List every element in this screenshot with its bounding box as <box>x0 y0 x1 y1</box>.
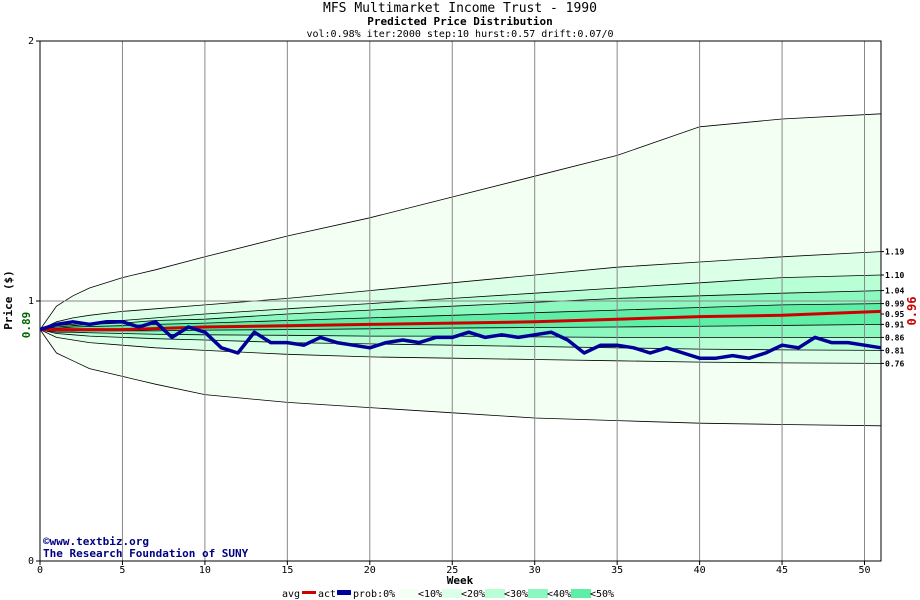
legend: avg act prob:0% <10% <20% <30% <40% <50% <box>282 589 614 600</box>
legend-act-label: act <box>318 589 336 600</box>
right-quantile-label: 0.91 <box>885 320 904 329</box>
legend-item-label: <20% <box>461 589 485 600</box>
series-avg-line <box>40 309 882 332</box>
legend-avg-label: avg <box>282 589 300 600</box>
legend-prob-label: prob:0% <box>353 589 395 600</box>
legend-item-label: <40% <box>547 589 571 600</box>
right-quantile-label: 0.86 <box>885 333 904 342</box>
right-quantile-label: 0.81 <box>885 346 904 355</box>
legend-item-label: <30% <box>504 589 528 600</box>
x-tick-label: 40 <box>694 565 706 576</box>
legend-swatch <box>399 589 419 598</box>
right-quantile-label: 0.99 <box>885 300 904 309</box>
y-tick-label: 2 <box>28 36 34 47</box>
legend-swatch <box>571 589 591 598</box>
x-tick-label: 25 <box>446 565 458 576</box>
right-quantile-label: 0.76 <box>885 359 904 368</box>
right-quantile-label: 0.95 <box>885 310 904 319</box>
y-tick-label: 1 <box>28 296 34 307</box>
chart-subtitle: Predicted Price Distribution <box>367 15 552 28</box>
x-tick-label: 45 <box>776 565 788 576</box>
legend-swatch <box>442 589 462 598</box>
legend-avg-swatch <box>302 591 316 594</box>
x-tick-label: 15 <box>281 565 293 576</box>
x-tick-label: 35 <box>611 565 623 576</box>
series-act-line <box>39 320 882 360</box>
y-axis-label: Price ($) <box>2 270 15 330</box>
x-tick-label: 0 <box>37 565 43 576</box>
watermark-line-1: ©www.textbiz.org <box>43 535 149 548</box>
right-quantile-label: 1.19 <box>885 248 904 257</box>
chart-title: MFS Multimarket Income Trust - 1990 <box>323 1 597 16</box>
watermark-line-2: The Research Foundation of SUNY <box>43 547 249 560</box>
x-tick-label: 10 <box>199 565 211 576</box>
x-tick-label: 30 <box>529 565 541 576</box>
end-avg-label: 0.96 <box>905 297 919 326</box>
x-tick-label: 20 <box>364 565 376 576</box>
x-axis-label: Week <box>447 574 474 587</box>
right-quantile-label: 1.10 <box>885 271 904 280</box>
x-tick-label: 5 <box>119 565 125 576</box>
legend-swatch <box>528 589 548 598</box>
y-tick-label: 0 <box>28 556 34 567</box>
legend-item-label: <50% <box>590 589 614 600</box>
right-quantile-label: 1.04 <box>885 287 904 296</box>
plot-area: 0 5 10 15 20 25 30 35 40 45 500121.191.101.040.990… <box>28 36 904 576</box>
legend-act-swatch <box>337 590 351 595</box>
prob-band-5 <box>40 303 881 331</box>
legend-swatch <box>485 589 505 598</box>
x-tick-label: 50 <box>858 565 870 576</box>
legend-item-label: <10% <box>418 589 442 600</box>
start-price-label: 0.89 <box>20 312 33 339</box>
chart-params: vol:0.98% iter:2000 step:10 hurst:0.57 d… <box>306 29 613 40</box>
